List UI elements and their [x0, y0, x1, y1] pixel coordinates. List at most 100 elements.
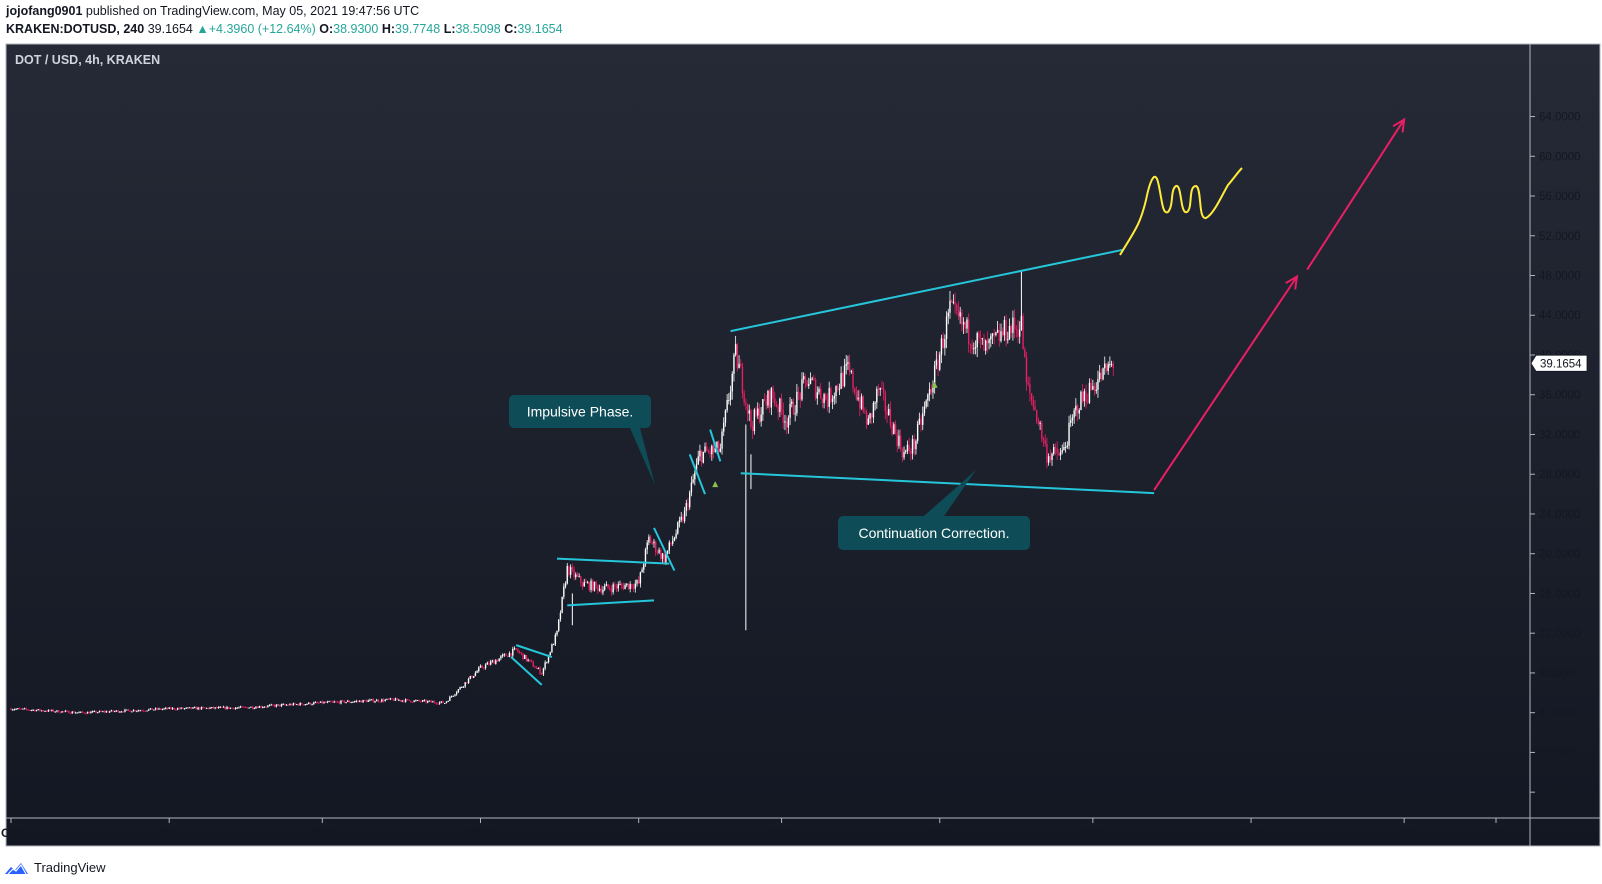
candle-body — [1003, 320, 1006, 336]
time-tick-label: May — [1081, 826, 1105, 840]
callout-box[interactable]: Impulsive Phase. — [509, 395, 655, 485]
arrows[interactable] — [1153, 117, 1406, 491]
candle-body — [855, 392, 858, 400]
trendline[interactable] — [688, 453, 706, 495]
trendline[interactable] — [515, 644, 553, 658]
candle-body — [624, 585, 626, 590]
candle-body — [1066, 445, 1069, 447]
candle-body — [250, 706, 252, 708]
candle-body — [1110, 363, 1113, 365]
candle-body — [1010, 326, 1012, 333]
candle-body — [217, 707, 220, 709]
candle-body — [476, 671, 478, 673]
candle-body — [535, 667, 538, 669]
candle-body — [852, 371, 854, 389]
candle-body — [694, 472, 696, 480]
trendline[interactable] — [653, 527, 676, 572]
candle-body — [619, 584, 621, 586]
candle-body — [580, 576, 582, 584]
candle-body — [209, 707, 211, 709]
candle-body — [661, 553, 664, 559]
candle-body — [552, 644, 555, 646]
candles — [10, 270, 1114, 715]
candle-body — [653, 541, 655, 544]
candle-body — [1076, 405, 1079, 414]
candle-body — [112, 710, 114, 712]
candle-body — [195, 707, 198, 710]
candle-body — [1061, 450, 1063, 453]
candle-body — [988, 339, 990, 344]
candle-body — [216, 707, 218, 709]
candle-body — [670, 542, 672, 544]
arrow-line[interactable] — [1306, 118, 1405, 271]
callout-box[interactable]: Continuation Correction. — [838, 470, 1030, 550]
candle-body — [311, 704, 313, 706]
candle-body — [471, 675, 473, 678]
candle-body — [27, 709, 29, 711]
trendline[interactable] — [556, 557, 670, 565]
trendlines[interactable] — [510, 248, 1155, 686]
candle-body — [928, 389, 931, 395]
candle-body — [637, 580, 640, 584]
candle-body — [57, 710, 60, 713]
candle-body — [59, 712, 62, 714]
candle-body — [1046, 443, 1048, 463]
candle-body — [683, 510, 686, 522]
author-name[interactable]: jojofang0901 — [6, 4, 83, 18]
candle-body — [568, 565, 570, 575]
candle-body — [699, 450, 701, 457]
candle-body — [221, 706, 223, 708]
candle-body — [512, 648, 514, 656]
candle-body — [860, 396, 863, 409]
candle-body — [262, 707, 264, 709]
candle-body — [617, 584, 619, 589]
candle-body — [91, 711, 94, 713]
candle-body — [484, 664, 487, 669]
candle-body — [330, 701, 332, 703]
trendline[interactable] — [567, 599, 655, 607]
candle-body — [1058, 453, 1060, 456]
arrow-line[interactable] — [1153, 275, 1298, 491]
candle-body — [729, 391, 732, 401]
trendline[interactable] — [740, 472, 1155, 495]
candle-body — [862, 396, 864, 412]
candle-body — [440, 701, 443, 703]
candle-body — [318, 702, 320, 704]
candle-body — [301, 703, 303, 705]
candle-body — [593, 581, 596, 591]
candle-body — [410, 700, 412, 703]
candle-body — [478, 667, 480, 672]
candle-body — [656, 552, 659, 554]
candle-body — [342, 700, 344, 702]
candle-body — [136, 710, 138, 712]
candle-body — [573, 569, 575, 578]
footer-brand[interactable]: TradingView — [34, 859, 106, 875]
candle-body — [442, 701, 444, 704]
candle-body — [906, 444, 909, 451]
candle-body — [811, 378, 813, 380]
high-label: H: — [381, 22, 396, 36]
change-up-icon: ▲ — [196, 22, 209, 36]
price-axis[interactable]: 64.0000 60.0000 56.0000 52.0000 48.0000 44.00… — [1530, 112, 1581, 800]
candle-body — [98, 710, 101, 713]
candle-body — [350, 702, 352, 704]
candle-body — [450, 696, 453, 698]
candle-body — [270, 704, 272, 706]
candle-body — [296, 704, 298, 706]
candle-body — [590, 580, 592, 590]
trendline[interactable] — [510, 656, 543, 686]
time-axis[interactable]: Oct Nov Dec 2021 Feb Mar Apr May Jun Jul 19 — [1, 818, 1503, 840]
candle-body — [542, 668, 545, 675]
candle-body — [233, 707, 235, 710]
candle-body — [188, 707, 191, 709]
candle-body — [115, 710, 118, 712]
candle-body — [1070, 420, 1072, 423]
trendline[interactable] — [730, 248, 1124, 333]
candle-body — [25, 708, 28, 710]
candle-body — [428, 700, 431, 702]
callouts[interactable]: Impulsive Phase. Continuation Correction. — [509, 395, 1030, 550]
candle-body — [534, 666, 536, 668]
scribble-wave[interactable] — [1119, 167, 1243, 256]
trendline[interactable] — [709, 429, 722, 462]
